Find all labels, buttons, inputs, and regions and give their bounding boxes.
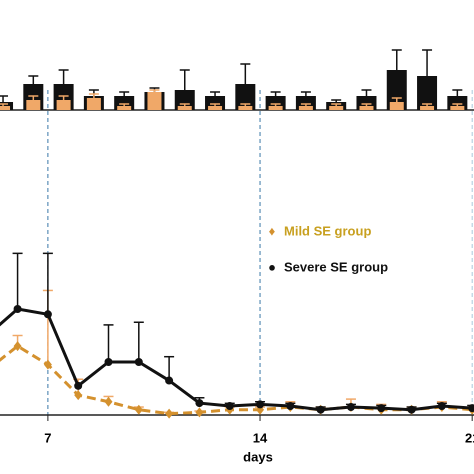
x-tick-label: 21 (465, 430, 474, 445)
marker (165, 376, 174, 385)
bar (329, 106, 344, 110)
marker (316, 405, 325, 414)
marker (13, 341, 22, 352)
marker (134, 404, 143, 415)
bar (450, 106, 465, 110)
legend-label: Severe SE group (284, 259, 388, 274)
bar (359, 106, 374, 110)
bar (117, 106, 132, 110)
marker (43, 359, 52, 370)
marker (134, 358, 143, 366)
marker (74, 390, 83, 401)
bar (238, 106, 253, 110)
bar (56, 100, 71, 110)
marker (286, 401, 295, 410)
marker (104, 396, 113, 407)
marker (74, 381, 83, 390)
bar (386, 70, 407, 110)
bar (26, 100, 41, 110)
bar (177, 106, 192, 110)
bar (298, 106, 313, 110)
x-tick-label: 7 (44, 430, 51, 445)
marker (195, 399, 204, 408)
legend-label: Mild SE group (284, 223, 371, 238)
marker (225, 401, 234, 410)
line (0, 344, 473, 416)
legend-marker: ♦ (269, 223, 276, 238)
marker (43, 310, 52, 319)
marker (165, 408, 174, 419)
marker (256, 400, 265, 409)
legend-marker: ● (268, 259, 276, 274)
bar (268, 106, 283, 110)
bar (174, 90, 195, 110)
marker (104, 358, 113, 366)
bar (147, 92, 162, 110)
x-axis-label: days (243, 449, 273, 464)
marker (407, 405, 416, 414)
bar (208, 106, 223, 110)
marker (195, 407, 204, 418)
bar (86, 98, 101, 110)
marker (377, 404, 386, 413)
marker (437, 401, 446, 410)
line (0, 307, 473, 412)
marker (346, 403, 355, 412)
bar (417, 76, 438, 110)
bar (420, 106, 435, 110)
marker (13, 305, 22, 313)
x-tick-label: 14 (253, 430, 268, 445)
bar (0, 106, 11, 110)
marker (468, 404, 474, 413)
bar (389, 102, 404, 110)
